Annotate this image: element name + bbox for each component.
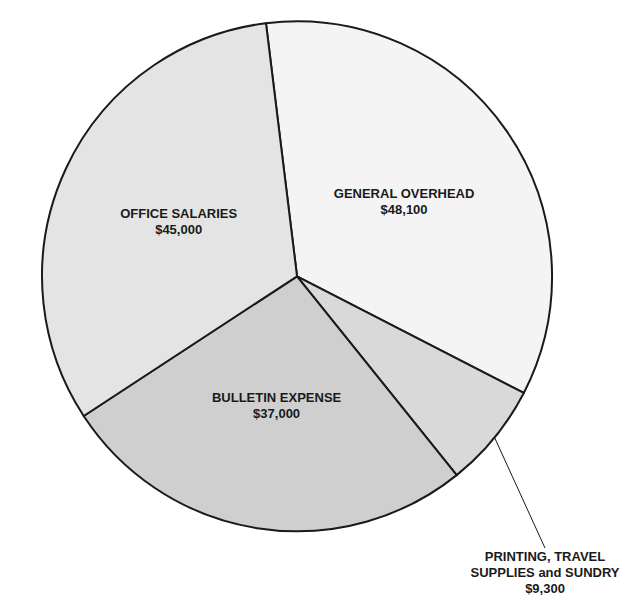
svg-text:GENERAL OVERHEAD: GENERAL OVERHEAD — [334, 186, 475, 201]
svg-text:$9,300: $9,300 — [525, 581, 565, 596]
svg-text:SUPPLIES and SUNDRY: SUPPLIES and SUNDRY — [470, 565, 619, 580]
svg-text:$48,100: $48,100 — [381, 202, 428, 217]
svg-text:$37,000: $37,000 — [253, 406, 300, 421]
svg-text:PRINTING, TRAVEL: PRINTING, TRAVEL — [485, 549, 605, 564]
svg-text:OFFICE SALARIES: OFFICE SALARIES — [120, 206, 237, 221]
svg-text:BULLETIN EXPENSE: BULLETIN EXPENSE — [212, 390, 342, 405]
svg-text:$45,000: $45,000 — [155, 222, 202, 237]
